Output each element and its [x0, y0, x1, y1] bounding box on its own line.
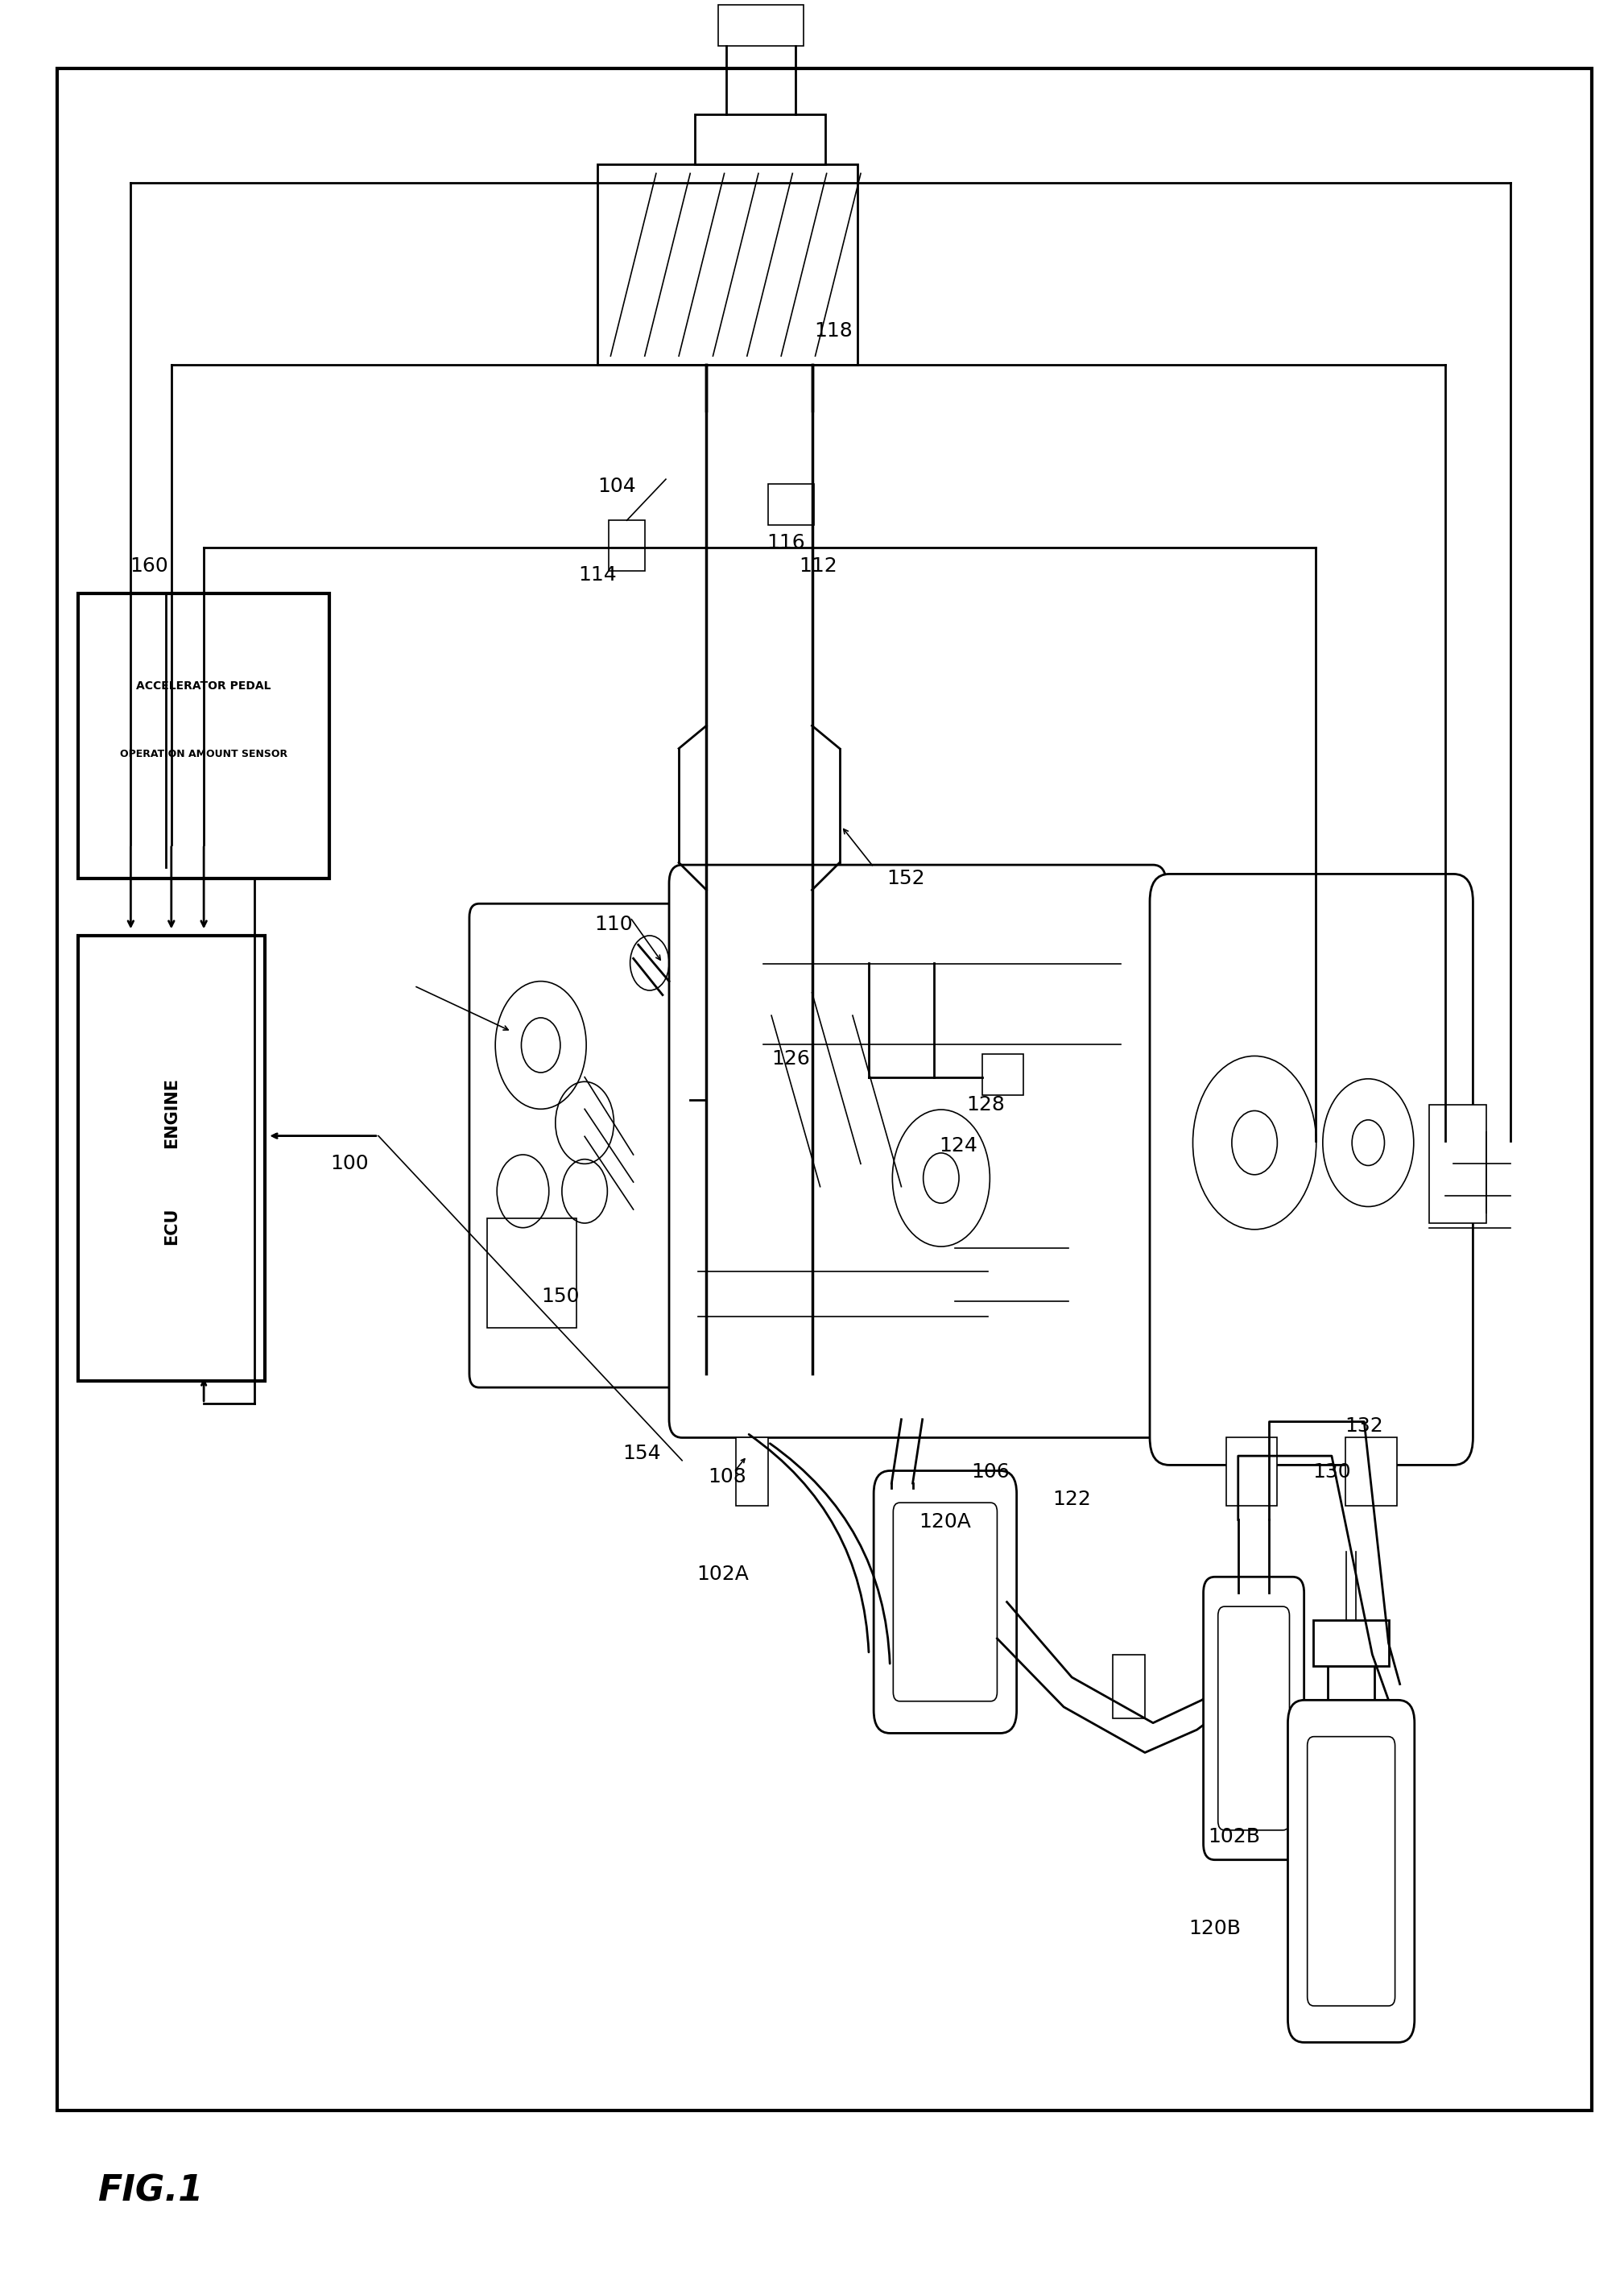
Text: 106: 106	[971, 1463, 1010, 1481]
Text: 152: 152	[887, 869, 926, 888]
Bar	[57, 68, 1592, 2111]
Bar	[736, 1438, 768, 1506]
Text: ACCELERATOR PEDAL: ACCELERATOR PEDAL	[136, 680, 271, 691]
Bar	[1112, 1654, 1145, 1718]
Bar	[609, 520, 645, 570]
Bar	[768, 484, 814, 525]
Bar	[1314, 1620, 1389, 1666]
Text: ENGINE: ENGINE	[164, 1077, 179, 1148]
Bar	[1429, 1104, 1486, 1223]
Text: 124: 124	[939, 1136, 978, 1155]
Text: 108: 108	[708, 1467, 747, 1486]
Text: 110: 110	[594, 915, 633, 933]
Text: 150: 150	[541, 1287, 580, 1305]
Text: OPERATION AMOUNT SENSOR: OPERATION AMOUNT SENSOR	[120, 748, 287, 760]
Bar	[598, 164, 857, 365]
FancyBboxPatch shape	[669, 865, 1166, 1438]
FancyBboxPatch shape	[874, 1472, 1017, 1734]
Bar	[487, 1219, 577, 1328]
Text: 120A: 120A	[919, 1513, 971, 1531]
Bar	[1226, 1438, 1278, 1506]
Text: 126: 126	[771, 1050, 810, 1068]
Text: 130: 130	[1312, 1463, 1351, 1481]
Text: 112: 112	[799, 557, 838, 575]
FancyBboxPatch shape	[1288, 1700, 1415, 2042]
Text: 104: 104	[598, 477, 637, 495]
Text: 118: 118	[814, 322, 853, 340]
Bar	[983, 1054, 1023, 1095]
Text: 116: 116	[767, 534, 806, 552]
FancyBboxPatch shape	[1307, 1737, 1395, 2006]
FancyBboxPatch shape	[1218, 1607, 1289, 1830]
Text: 102B: 102B	[1208, 1828, 1260, 1846]
Text: 160: 160	[130, 557, 169, 575]
Text: 120B: 120B	[1189, 1919, 1241, 1937]
Text: ECU: ECU	[164, 1207, 179, 1246]
FancyBboxPatch shape	[469, 904, 700, 1387]
FancyBboxPatch shape	[1150, 874, 1473, 1465]
Bar	[695, 114, 825, 164]
Bar	[1328, 1666, 1376, 1723]
Text: 114: 114	[578, 566, 617, 584]
Text: 122: 122	[1052, 1490, 1091, 1508]
FancyBboxPatch shape	[893, 1502, 997, 1702]
Text: 154: 154	[622, 1445, 661, 1463]
Text: 102A: 102A	[697, 1565, 749, 1584]
FancyBboxPatch shape	[1203, 1577, 1304, 1860]
Text: 128: 128	[966, 1095, 1005, 1114]
Bar	[1345, 1438, 1397, 1506]
Bar	[78, 593, 330, 879]
Text: 100: 100	[330, 1155, 369, 1173]
Text: 132: 132	[1345, 1417, 1384, 1435]
Bar	[78, 936, 265, 1381]
Text: FIG.1: FIG.1	[97, 2172, 203, 2209]
Bar	[718, 5, 804, 46]
